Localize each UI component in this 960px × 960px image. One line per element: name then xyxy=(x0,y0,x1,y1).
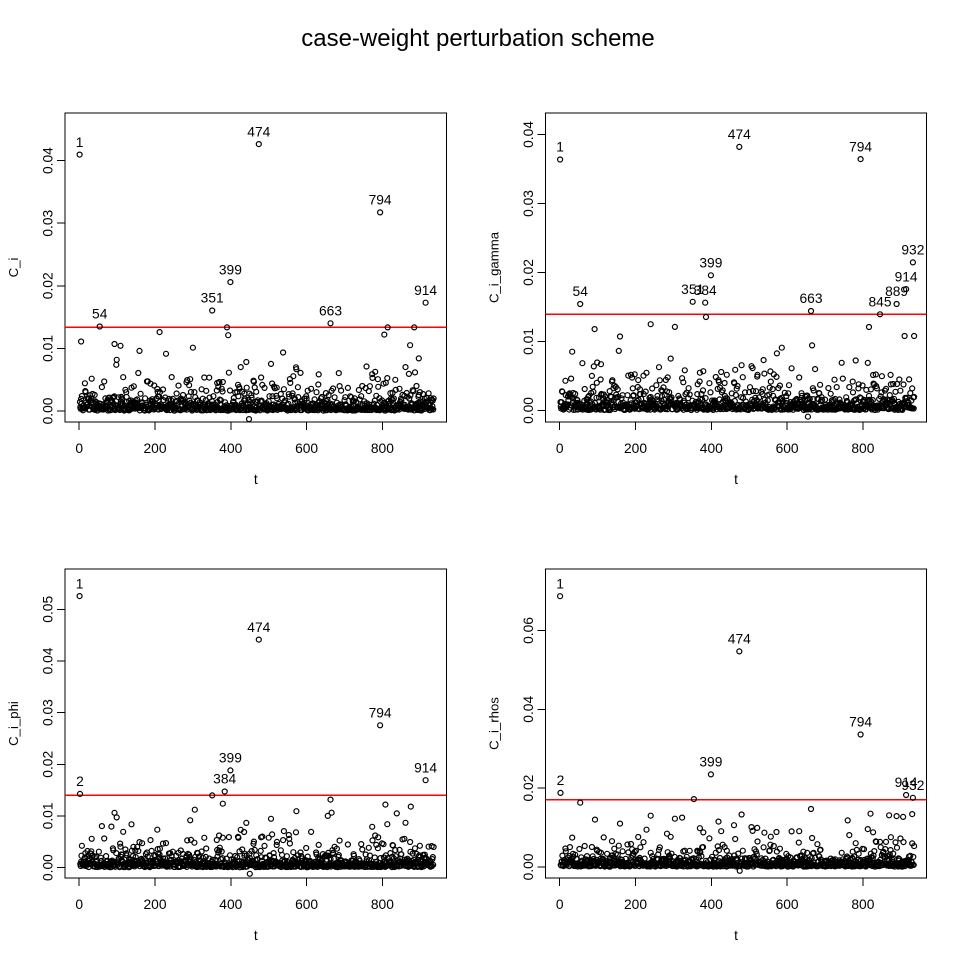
svg-text:600: 600 xyxy=(776,441,799,456)
svg-text:0: 0 xyxy=(75,897,83,912)
svg-text:C_i_gamma: C_i_gamma xyxy=(486,231,501,303)
svg-text:794: 794 xyxy=(849,139,872,154)
svg-text:case-weight perturbation schem: case-weight perturbation scheme xyxy=(301,25,655,52)
svg-text:0: 0 xyxy=(556,897,564,912)
svg-text:C_i_phi: C_i_phi xyxy=(6,701,21,746)
svg-text:399: 399 xyxy=(219,262,242,277)
svg-text:1: 1 xyxy=(76,135,84,150)
svg-text:54: 54 xyxy=(573,284,589,299)
svg-text:54: 54 xyxy=(92,307,108,322)
svg-text:t: t xyxy=(254,472,258,487)
svg-text:0.03: 0.03 xyxy=(521,190,536,217)
svg-text:914: 914 xyxy=(895,269,918,284)
svg-text:474: 474 xyxy=(728,127,751,142)
svg-text:0.02: 0.02 xyxy=(40,272,55,299)
svg-text:200: 200 xyxy=(624,897,647,912)
svg-text:932: 932 xyxy=(901,778,924,793)
svg-text:399: 399 xyxy=(699,256,722,271)
svg-text:0.02: 0.02 xyxy=(521,259,536,286)
svg-text:914: 914 xyxy=(414,760,437,775)
svg-text:C_i: C_i xyxy=(6,258,21,278)
svg-text:914: 914 xyxy=(895,775,918,790)
svg-text:0.01: 0.01 xyxy=(521,328,536,355)
svg-text:474: 474 xyxy=(728,632,751,647)
svg-text:2: 2 xyxy=(76,774,84,789)
svg-text:400: 400 xyxy=(700,441,723,456)
svg-text:0.04: 0.04 xyxy=(521,121,536,148)
svg-text:0.04: 0.04 xyxy=(521,696,536,723)
svg-text:0.04: 0.04 xyxy=(40,147,55,174)
svg-text:663: 663 xyxy=(319,304,342,319)
svg-text:0.06: 0.06 xyxy=(521,617,536,644)
svg-text:400: 400 xyxy=(219,897,242,912)
svg-text:0.02: 0.02 xyxy=(521,775,536,802)
svg-text:0.04: 0.04 xyxy=(40,647,55,674)
svg-text:0.03: 0.03 xyxy=(40,699,55,726)
svg-text:845: 845 xyxy=(868,295,891,310)
svg-text:600: 600 xyxy=(295,441,318,456)
svg-text:0.00: 0.00 xyxy=(40,854,55,881)
svg-text:794: 794 xyxy=(369,193,392,208)
svg-text:400: 400 xyxy=(219,441,242,456)
svg-text:t: t xyxy=(734,928,738,943)
svg-text:C_i_rhos: C_i_rhos xyxy=(486,697,501,750)
svg-text:474: 474 xyxy=(247,620,270,635)
svg-text:0.00: 0.00 xyxy=(40,397,55,424)
svg-text:0.05: 0.05 xyxy=(40,596,55,623)
svg-text:800: 800 xyxy=(851,441,874,456)
svg-text:384: 384 xyxy=(213,772,236,787)
svg-text:0: 0 xyxy=(75,441,83,456)
svg-text:800: 800 xyxy=(851,897,874,912)
svg-text:800: 800 xyxy=(371,897,394,912)
svg-text:932: 932 xyxy=(901,243,924,258)
svg-text:889: 889 xyxy=(885,284,908,299)
svg-text:0: 0 xyxy=(556,441,564,456)
svg-text:2: 2 xyxy=(557,773,565,788)
svg-text:0.01: 0.01 xyxy=(40,335,55,362)
svg-text:384: 384 xyxy=(694,283,717,298)
svg-text:400: 400 xyxy=(700,897,723,912)
svg-text:399: 399 xyxy=(699,755,722,770)
svg-text:351: 351 xyxy=(681,282,704,297)
svg-text:0.03: 0.03 xyxy=(40,209,55,236)
svg-text:800: 800 xyxy=(371,441,394,456)
svg-text:200: 200 xyxy=(143,897,166,912)
svg-text:663: 663 xyxy=(799,291,822,306)
svg-text:474: 474 xyxy=(247,124,270,139)
svg-text:200: 200 xyxy=(143,441,166,456)
svg-text:0.02: 0.02 xyxy=(40,751,55,778)
svg-text:1: 1 xyxy=(76,576,84,591)
svg-text:1: 1 xyxy=(556,140,564,155)
svg-text:351: 351 xyxy=(201,291,224,306)
svg-text:399: 399 xyxy=(219,751,242,766)
svg-text:794: 794 xyxy=(369,706,392,721)
svg-text:600: 600 xyxy=(776,897,799,912)
svg-text:t: t xyxy=(254,928,258,943)
svg-text:0.00: 0.00 xyxy=(521,397,536,424)
svg-text:794: 794 xyxy=(849,715,872,730)
svg-text:914: 914 xyxy=(414,283,437,298)
svg-text:200: 200 xyxy=(624,441,647,456)
svg-text:0.00: 0.00 xyxy=(521,853,536,880)
svg-text:t: t xyxy=(734,472,738,487)
svg-text:0.01: 0.01 xyxy=(40,802,55,829)
svg-text:600: 600 xyxy=(295,897,318,912)
svg-text:1: 1 xyxy=(556,576,564,591)
